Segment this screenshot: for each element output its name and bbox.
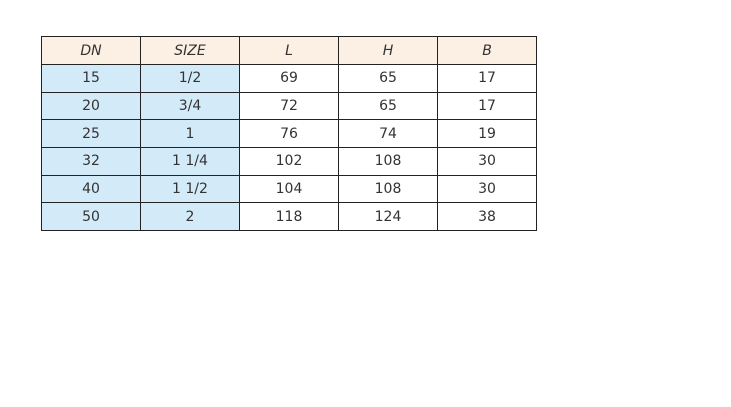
cell-l: 72: [239, 91, 339, 121]
cell-h: 108: [338, 174, 438, 204]
cell-b: 17: [437, 64, 537, 93]
cell-b: 19: [437, 119, 537, 149]
cell-size: 3/4: [140, 91, 240, 121]
header-dn: DN: [41, 36, 141, 65]
cell-size: 1 1/4: [140, 147, 240, 176]
header-b: B: [437, 36, 537, 65]
dimension-table: DN SIZE L H B 15 1/2 69 65 17 20 3/4 72 65 17 25 1 7…: [41, 36, 537, 232]
cell-dn: 25: [41, 119, 141, 149]
cell-b: 30: [437, 174, 537, 204]
cell-size: 1: [140, 119, 240, 149]
cell-h: 124: [338, 202, 438, 232]
cell-h: 108: [338, 147, 438, 176]
cell-l: 76: [239, 119, 339, 149]
cell-size: 1 1/2: [140, 174, 240, 204]
table-row: 50 2 118 124 38: [41, 202, 537, 232]
cell-dn: 20: [41, 91, 141, 121]
cell-size: 2: [140, 202, 240, 232]
table-row: 15 1/2 69 65 17: [41, 64, 537, 93]
cell-l: 104: [239, 174, 339, 204]
cell-dn: 50: [41, 202, 141, 232]
cell-h: 65: [338, 91, 438, 121]
header-l: L: [239, 36, 339, 65]
header-h: H: [338, 36, 438, 65]
table-row: 40 1 1/2 104 108 30: [41, 174, 537, 204]
cell-b: 17: [437, 91, 537, 121]
cell-h: 74: [338, 119, 438, 149]
table-row: 20 3/4 72 65 17: [41, 91, 537, 121]
cell-h: 65: [338, 64, 438, 93]
cell-b: 30: [437, 147, 537, 176]
header-row: DN SIZE L H B: [41, 36, 537, 65]
cell-b: 38: [437, 202, 537, 232]
cell-l: 118: [239, 202, 339, 232]
cell-dn: 15: [41, 64, 141, 93]
cell-size: 1/2: [140, 64, 240, 93]
cell-dn: 40: [41, 174, 141, 204]
header-size: SIZE: [140, 36, 240, 65]
cell-l: 102: [239, 147, 339, 176]
table-row: 32 1 1/4 102 108 30: [41, 147, 537, 176]
cell-l: 69: [239, 64, 339, 93]
table-row: 25 1 76 74 19: [41, 119, 537, 149]
cell-dn: 32: [41, 147, 141, 176]
